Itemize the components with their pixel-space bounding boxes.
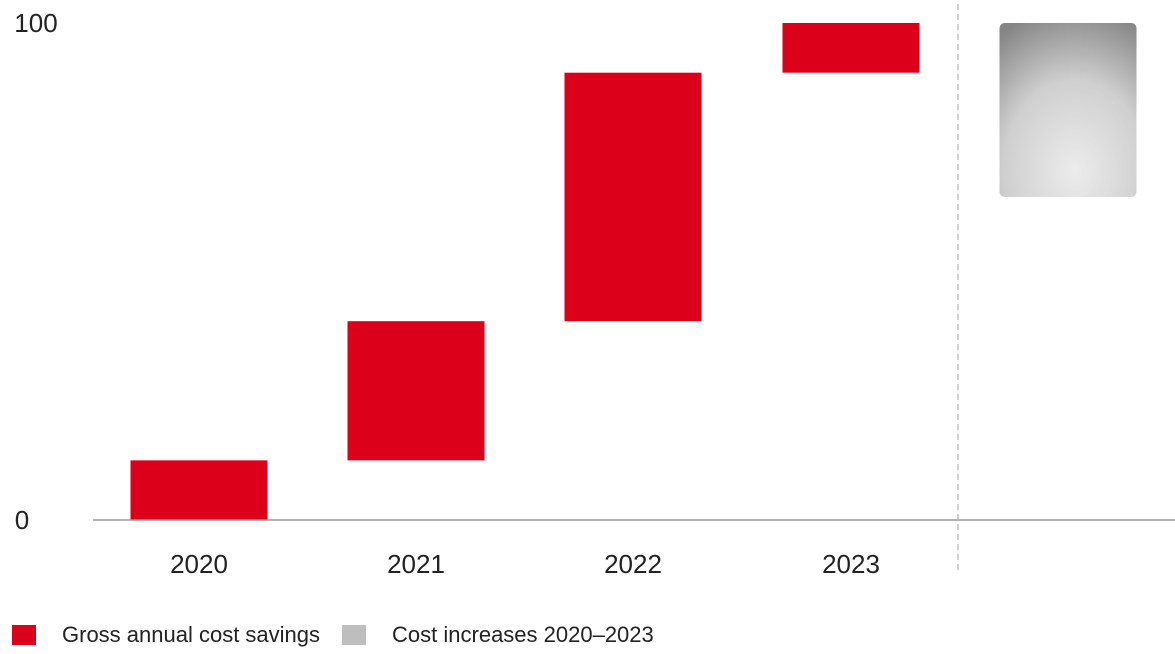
bar-savings-2023 <box>782 23 920 73</box>
bar-savings-2021 <box>347 321 485 461</box>
waterfall-chart: 2020 2021 2022 2023 0 100 <box>14 4 1175 579</box>
x-tick-label-2021: 2021 <box>387 549 445 579</box>
legend-label-cost-increases: Cost increases 2020–2023 <box>392 622 654 647</box>
x-tick-label-2022: 2022 <box>604 549 662 579</box>
y-tick-label-100: 100 <box>14 8 57 38</box>
x-tick-label-2023: 2023 <box>822 549 880 579</box>
legend-swatch-cost-increases <box>342 625 367 645</box>
bar-cost-increases <box>999 23 1137 197</box>
legend: Gross annual cost savings Cost increases… <box>12 620 676 650</box>
x-tick-label-2020: 2020 <box>170 549 228 579</box>
legend-swatch-savings <box>12 625 36 645</box>
bar-savings-2022 <box>564 72 702 322</box>
legend-item-savings: Gross annual cost savings <box>12 622 320 648</box>
legend-label-savings: Gross annual cost savings <box>62 622 321 647</box>
bar-savings-2020 <box>130 460 268 520</box>
y-tick-label-0: 0 <box>15 505 29 535</box>
legend-item-cost-increases: Cost increases 2020–2023 <box>342 622 654 648</box>
